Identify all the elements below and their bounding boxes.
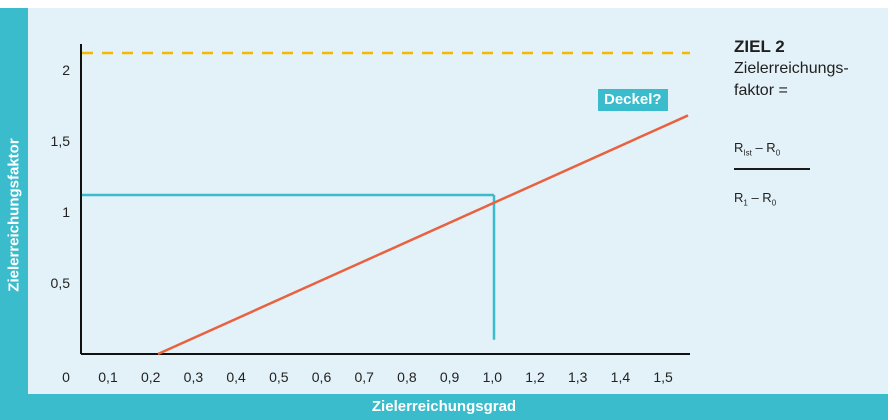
formula-label-line1: Zielerreichungs- bbox=[734, 60, 849, 77]
x-tick-label: 1,0 bbox=[483, 369, 503, 385]
x-tick-label: 1,2 bbox=[525, 369, 545, 385]
goal-title: ZIEL 2 bbox=[734, 37, 785, 56]
x-tick-label: 1,3 bbox=[568, 369, 588, 385]
y-tick-label: 2 bbox=[62, 62, 70, 78]
numerator-r: R bbox=[734, 140, 744, 155]
denominator-sub-0: 0 bbox=[771, 198, 777, 208]
x-tick-label: 0,2 bbox=[141, 369, 161, 385]
numerator-sub-ist: Ist bbox=[743, 148, 752, 158]
y-axis-band bbox=[0, 8, 28, 394]
x-tick-label: 1,4 bbox=[611, 369, 631, 385]
fraction-line bbox=[734, 168, 810, 170]
x-tick-label: 0,9 bbox=[440, 369, 460, 385]
x-tick-label: 0,5 bbox=[269, 369, 289, 385]
x-tick-label: 0,4 bbox=[226, 369, 246, 385]
y-tick-label: 0,5 bbox=[51, 275, 71, 291]
x-tick-label: 0 bbox=[62, 369, 70, 385]
factor-line bbox=[157, 114, 689, 356]
x-tick-label: 0,6 bbox=[312, 369, 332, 385]
x-axis-label: Zielerreichungsgrad bbox=[371, 398, 517, 415]
x-tick-label: 0,8 bbox=[397, 369, 417, 385]
x-tick-label: 0,7 bbox=[354, 369, 374, 385]
x-tick-label: 0,1 bbox=[98, 369, 118, 385]
x-tick-label: 0,3 bbox=[184, 369, 204, 385]
formula-panel: ZIEL 2 Zielerreichungs- faktor = bbox=[734, 36, 874, 102]
denominator-r: R bbox=[734, 190, 744, 205]
denominator-minus-r: – R bbox=[747, 190, 772, 205]
denominator-sub-1: 1 bbox=[743, 198, 748, 208]
numerator-minus-r: – R bbox=[751, 140, 776, 155]
plot-panel bbox=[28, 8, 888, 394]
x-axis-band bbox=[0, 394, 888, 420]
y-tick-label: 1 bbox=[62, 204, 70, 220]
numerator-sub-0: 0 bbox=[775, 148, 781, 158]
formula-label-line2: faktor = bbox=[734, 82, 788, 99]
cap-annotation: Deckel? bbox=[598, 89, 668, 111]
formula-denominator: R1 – R0 bbox=[734, 190, 776, 208]
formula-numerator: RIst – R0 bbox=[734, 140, 780, 158]
y-tick-label: 1,5 bbox=[51, 133, 71, 149]
x-tick-label: 1,5 bbox=[653, 369, 673, 385]
